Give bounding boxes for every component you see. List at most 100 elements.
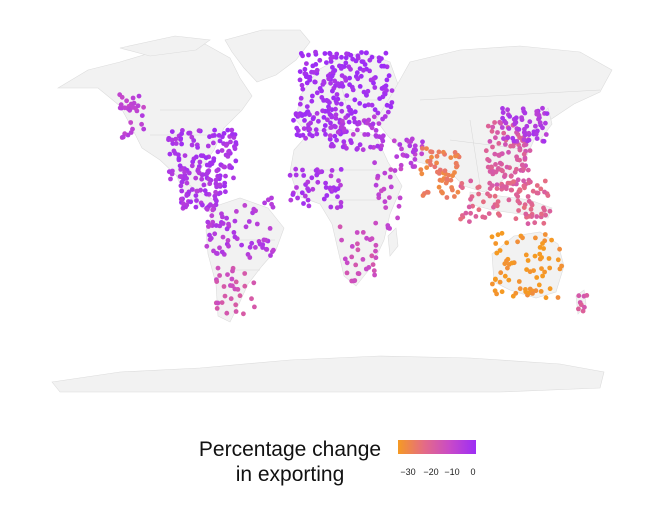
port-point xyxy=(222,183,228,189)
port-point xyxy=(122,105,128,111)
port-point xyxy=(442,168,448,174)
port-point xyxy=(173,136,179,142)
port-point xyxy=(348,52,354,58)
port-point xyxy=(339,237,344,243)
port-point xyxy=(446,172,451,178)
port-point xyxy=(234,209,239,214)
port-point xyxy=(301,173,307,178)
port-point xyxy=(242,203,248,208)
port-point xyxy=(398,166,404,172)
port-point xyxy=(527,119,533,125)
port-point xyxy=(468,178,474,184)
port-point xyxy=(193,193,199,199)
port-point xyxy=(454,163,460,169)
port-point xyxy=(506,126,512,131)
port-point xyxy=(533,123,538,129)
port-point xyxy=(399,146,404,152)
port-point xyxy=(328,143,334,149)
port-point xyxy=(428,162,433,168)
port-point xyxy=(516,126,522,132)
port-point xyxy=(450,173,455,179)
port-point xyxy=(370,262,376,267)
port-point xyxy=(439,178,445,184)
port-point xyxy=(178,183,184,189)
port-point xyxy=(483,148,489,154)
port-point xyxy=(497,279,503,285)
port-point xyxy=(543,212,548,218)
port-point xyxy=(373,242,379,248)
port-point xyxy=(580,308,586,314)
port-point xyxy=(517,157,522,163)
port-point xyxy=(526,130,532,136)
port-point xyxy=(515,177,521,183)
port-point xyxy=(182,153,188,159)
port-point xyxy=(510,143,516,149)
port-point xyxy=(497,160,503,166)
port-point xyxy=(344,51,349,57)
port-point xyxy=(373,248,378,254)
port-point xyxy=(524,267,529,272)
port-point xyxy=(371,268,377,274)
port-point xyxy=(492,151,498,157)
port-point xyxy=(310,116,316,122)
port-point xyxy=(549,237,554,243)
port-point xyxy=(534,214,540,219)
port-point xyxy=(370,121,376,127)
port-point xyxy=(544,111,550,116)
port-point xyxy=(493,241,499,246)
port-point xyxy=(492,120,497,125)
port-point xyxy=(357,84,363,89)
port-point xyxy=(321,98,326,103)
port-point xyxy=(497,248,503,253)
port-point xyxy=(130,104,136,110)
port-point xyxy=(389,88,395,93)
port-point xyxy=(513,290,519,296)
port-point xyxy=(254,221,260,227)
port-point xyxy=(406,139,411,144)
port-point xyxy=(503,120,509,126)
port-point xyxy=(130,126,135,132)
port-point xyxy=(224,226,230,232)
port-point xyxy=(530,291,535,296)
port-point xyxy=(382,114,388,119)
port-point xyxy=(219,211,224,217)
port-point xyxy=(210,207,216,213)
port-point xyxy=(182,169,188,175)
port-point xyxy=(346,64,352,70)
port-point xyxy=(315,179,321,185)
port-point xyxy=(348,138,353,143)
port-point xyxy=(206,224,211,229)
port-point xyxy=(239,242,245,248)
port-point xyxy=(436,171,442,176)
port-point xyxy=(364,92,369,98)
port-point xyxy=(494,203,500,209)
port-point xyxy=(372,85,378,90)
port-point xyxy=(420,139,425,145)
port-point xyxy=(347,75,352,81)
port-point xyxy=(494,182,500,188)
port-point xyxy=(178,136,184,141)
port-point xyxy=(486,211,492,217)
port-point xyxy=(214,250,219,256)
port-point xyxy=(576,306,581,312)
port-point xyxy=(313,168,319,174)
port-point xyxy=(468,210,473,216)
port-point xyxy=(295,195,300,201)
port-point xyxy=(496,141,502,146)
port-point xyxy=(408,160,414,166)
port-point xyxy=(343,115,349,120)
port-point xyxy=(373,127,379,133)
port-point xyxy=(369,54,375,60)
port-point xyxy=(131,100,137,106)
port-point xyxy=(323,185,329,190)
port-point xyxy=(334,92,340,97)
port-point xyxy=(506,277,512,283)
port-point xyxy=(355,247,361,253)
port-point xyxy=(440,190,445,196)
port-point xyxy=(343,55,349,61)
port-point xyxy=(224,310,230,316)
port-point xyxy=(343,78,349,83)
port-point xyxy=(344,270,350,276)
port-point xyxy=(209,213,215,219)
port-point xyxy=(329,114,335,120)
